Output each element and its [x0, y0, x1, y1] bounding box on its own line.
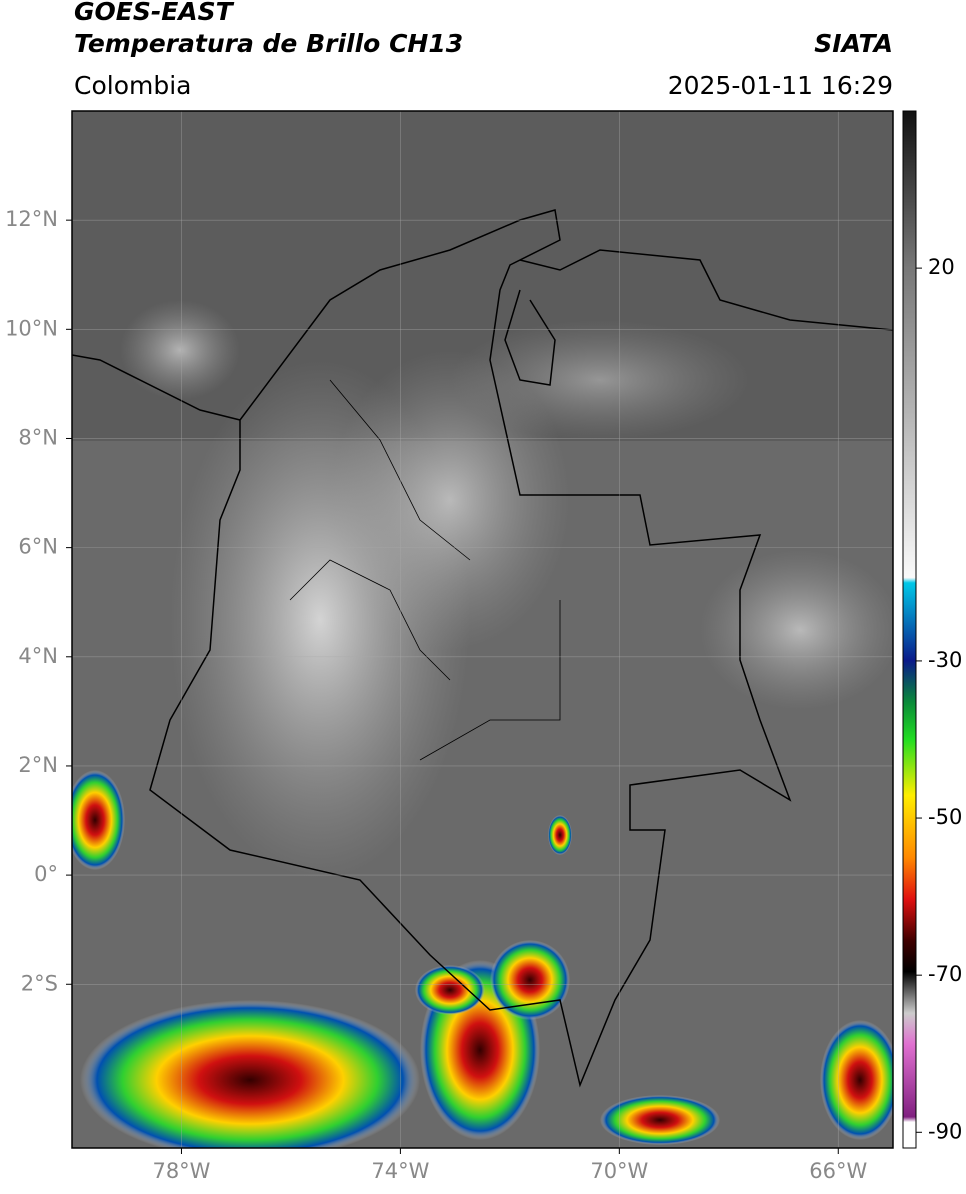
source: SIATA	[814, 29, 893, 58]
satellite: GOES-EAST	[74, 0, 235, 26]
colorbar-label: -90	[928, 1119, 962, 1143]
y-tick-label: 4°N	[18, 644, 58, 668]
x-tick-label: 74°W	[371, 1159, 429, 1183]
y-tick-label: 2°S	[21, 971, 58, 995]
y-tick-label: 12°N	[5, 207, 58, 231]
y-tick-label: 0°	[34, 862, 58, 886]
y-tick-label: 6°N	[18, 535, 58, 559]
y-tick-label: 2°N	[18, 753, 58, 777]
x-tick-label: 78°W	[152, 1159, 210, 1183]
x-tick-label: 66°W	[809, 1159, 867, 1183]
satellite-image	[72, 111, 893, 1148]
region: Colombia	[74, 71, 191, 100]
timestamp: 2025-01-11 16:29	[668, 71, 893, 100]
colorbar-label: -30	[928, 648, 962, 672]
colorbar-label: -50	[928, 805, 962, 829]
map-frame	[71, 110, 894, 1149]
y-tick-label: 10°N	[5, 316, 58, 340]
colorbar	[902, 110, 917, 1149]
colorbar-label: -70	[928, 962, 962, 986]
product: Temperatura de Brillo CH13	[74, 29, 463, 58]
x-tick-label: 70°W	[590, 1159, 648, 1183]
y-tick-label: 8°N	[18, 425, 58, 449]
colorbar-label: 20	[928, 255, 955, 279]
